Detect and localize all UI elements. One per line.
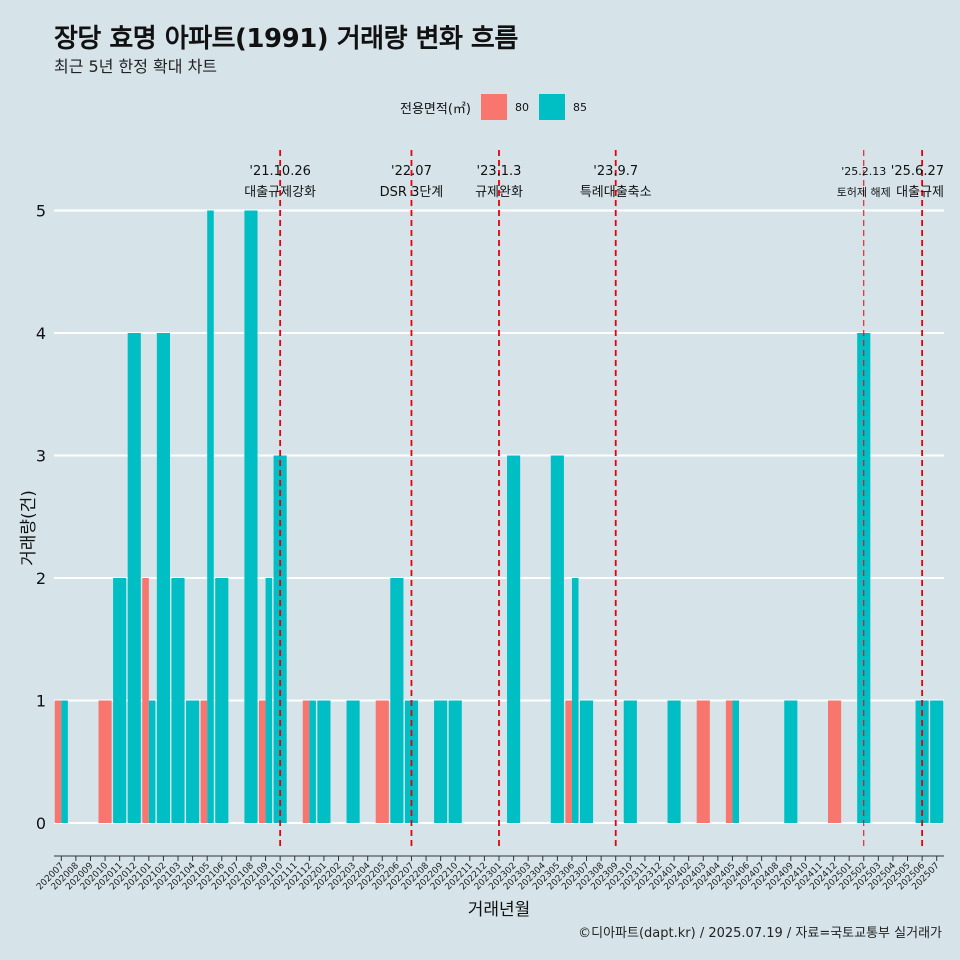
bar-202109-80 [258, 700, 266, 823]
bar-202101-85 [148, 700, 156, 823]
bar-202507-85 [930, 700, 944, 823]
chart-subtitle: 최근 5년 한정 확대 차트 [54, 57, 218, 76]
bar-202201-85 [317, 700, 331, 823]
source-caption: ©디아파트(dapt.kr) / 2025.07.19 / 자료=국토교통부 실… [578, 926, 942, 941]
bar-202010-80 [98, 700, 112, 823]
bar-202112-85 [309, 700, 316, 823]
y-tick-label-4: 4 [36, 324, 46, 343]
bar-202104-85 [186, 700, 200, 823]
bar-202205-80 [375, 700, 389, 823]
bar-202105-85 [207, 210, 214, 823]
legend-label-80: 80 [514, 100, 529, 114]
event-date-202309: '23.9.7 [593, 164, 638, 179]
legend-swatch-85 [538, 94, 565, 120]
y-axis-title: 거래량(건) [19, 490, 39, 566]
bar-202103-85 [171, 578, 185, 823]
bar-202302-85 [507, 455, 521, 823]
x-axis-title: 거래년월 [468, 900, 531, 920]
bar-202210-85 [448, 700, 462, 823]
bar-202310-85 [623, 700, 637, 823]
bar-202012-85 [127, 333, 141, 823]
bar-202502-85 [857, 333, 871, 823]
event-date-202502: '25.2.13 [841, 165, 886, 178]
y-tick-label-2: 2 [36, 569, 46, 588]
bar-202403-80 [696, 700, 710, 823]
bar-202101-80 [142, 578, 149, 823]
event-date-202110: '21.10.26 [249, 164, 310, 179]
bar-202307-85 [579, 700, 594, 823]
event-label-202110: 대출규제강화 [244, 185, 316, 200]
bar-202405-85 [732, 700, 740, 823]
legend: 전용면적(㎡) 80 85 [400, 94, 597, 120]
event-label-202502: 토허제 해제 [837, 185, 891, 199]
bar-202306-85 [571, 578, 579, 823]
bar-202007-80 [54, 700, 62, 823]
bar-202106-85 [215, 578, 229, 823]
bar-202405-80 [725, 700, 733, 823]
bar-202112-80 [302, 700, 310, 823]
bar-202011-85 [113, 578, 127, 823]
bar-202108-85 [244, 210, 258, 823]
chart-title: 장당 효명 아파트(1991) 거래량 변화 흐름 [54, 24, 518, 54]
bar-202110-85 [273, 455, 287, 823]
y-tick-label-1: 1 [36, 692, 46, 711]
event-label-202301: 규제완화 [475, 185, 523, 200]
legend-swatch-80 [480, 94, 507, 120]
y-tick-label-5: 5 [36, 202, 46, 221]
bar-202401-85 [667, 700, 681, 823]
legend-title: 전용면적(㎡) [400, 101, 471, 117]
event-date-202506: '25.6.27 [891, 164, 944, 179]
bar-202203-85 [346, 700, 360, 823]
bar-202007-85 [61, 700, 68, 823]
bar-202206-85 [390, 578, 404, 823]
event-label-202506: 대출규제 [896, 185, 944, 200]
bar-202102-85 [156, 333, 170, 823]
event-label-202207: DSR 3단계 [380, 185, 444, 200]
event-date-202207: '22.07 [391, 164, 432, 179]
bar-202305-85 [550, 455, 564, 823]
bar-202109-85 [265, 578, 273, 823]
bar-202409-85 [784, 700, 798, 823]
event-date-202301: '23.1.3 [477, 164, 522, 179]
legend-label-85: 85 [572, 100, 587, 114]
bar-202306-80 [565, 700, 572, 823]
bar-202412-80 [828, 700, 842, 823]
bar-202105-80 [200, 700, 208, 823]
y-tick-label-0: 0 [36, 814, 46, 833]
event-label-202309: 특례대출축소 [580, 185, 652, 200]
y-tick-label-3: 3 [36, 447, 46, 466]
bar-202209-85 [434, 700, 448, 823]
